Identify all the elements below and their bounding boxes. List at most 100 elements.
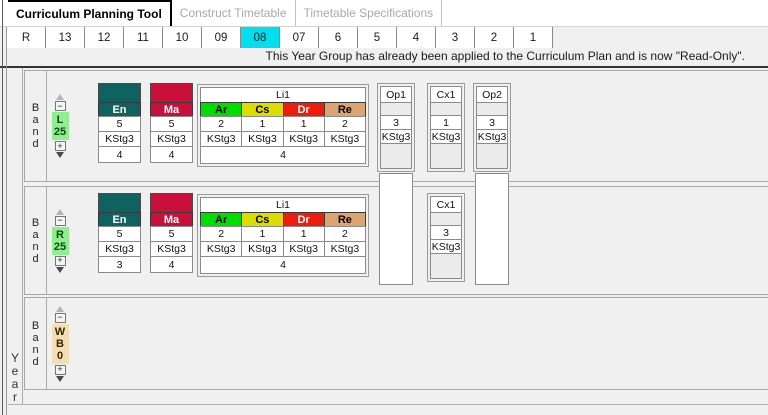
band-spinner-up[interactable]: − — [51, 94, 69, 111]
tab-curriculum-planning-tool[interactable]: Curriculum Planning Tool — [8, 0, 172, 26]
down-arrow-icon — [56, 266, 64, 273]
plus-icon: + — [54, 255, 66, 266]
block-op1[interactable]: Op1 3 KStg3 — [377, 83, 415, 172]
year-tab-row: R 13 12 11 10 09 08 07 6 5 4 3 2 1 — [0, 27, 768, 48]
band-axis-letter: B — [31, 319, 40, 332]
subject-label: Cs — [241, 102, 284, 117]
block-ma[interactable]: Ma 5 KStg3 4 — [150, 83, 193, 163]
subject-label: Ma — [150, 212, 193, 227]
year-tab-09[interactable]: 09 — [214, 31, 228, 44]
plus-icon: + — [54, 141, 66, 151]
tab-timetable-specifications[interactable]: Timetable Specifications — [296, 0, 443, 26]
keystage-cell: KStg3 — [282, 131, 325, 147]
spacer-cell — [476, 102, 508, 116]
subject-label: Re — [323, 102, 366, 117]
block-op2[interactable]: Op2 3 KStg3 — [473, 83, 511, 172]
option-overflow-cell — [475, 173, 509, 285]
bottom-value-cell: 4 — [150, 146, 193, 163]
bottom-value-cell: 3 — [98, 256, 141, 273]
block-ma[interactable]: Ma 5 KStg3 4 — [150, 193, 193, 273]
year-tab-10[interactable]: 10 — [175, 31, 189, 44]
readonly-notice: This Year Group has already been applied… — [265, 49, 745, 63]
periods-cell: 1 — [241, 226, 284, 242]
year-tab-separator — [474, 27, 475, 48]
band-axis-letter: B — [31, 216, 40, 229]
band-axis-letter: n — [32, 126, 39, 138]
year-tab-3[interactable]: 3 — [451, 31, 459, 44]
option-title: Op2 — [476, 86, 508, 103]
band-id-line: 25 — [53, 126, 67, 138]
year-axis-letter: e — [11, 364, 19, 378]
year-tab-separator — [357, 27, 358, 48]
group-subject-dr: Dr 1 KStg3 — [282, 212, 325, 257]
year-tab-separator — [162, 27, 163, 48]
block-li1[interactable]: Li1 Ar 2 KStg3 Cs 1 KStg3 Dr 1 KStg3 Re 2 KStg3 4 — [197, 84, 369, 167]
band-id-line: 25 — [53, 240, 67, 253]
band-axis-letter: B — [31, 102, 40, 114]
keystage-cell: KStg3 — [241, 131, 284, 147]
year-tab-separator — [513, 27, 514, 48]
band-spinner: − W B 0 + — [51, 305, 69, 382]
year-tab-separator — [123, 27, 124, 48]
up-arrow-icon — [56, 305, 64, 312]
year-tab-6[interactable]: 6 — [334, 31, 342, 44]
periods-cell: 5 — [98, 116, 141, 132]
keystage-cell: KStg3 — [430, 239, 462, 254]
band-spinner-up[interactable]: − — [51, 305, 69, 323]
group-subject-re: Re 2 KStg3 — [323, 102, 366, 147]
band-spinner-down[interactable]: + — [51, 255, 69, 273]
year-tab-12[interactable]: 12 — [97, 31, 111, 44]
periods-cell: 5 — [98, 226, 141, 242]
subject-label: En — [98, 212, 141, 227]
spacer-cell — [430, 102, 462, 116]
year-tab-r[interactable]: R — [21, 31, 31, 44]
subject-label: Cs — [241, 212, 284, 227]
year-tab-08[interactable]: 08 — [241, 27, 279, 48]
year-axis-letter: r — [13, 390, 17, 404]
year-tab-13[interactable]: 13 — [58, 31, 72, 44]
year-tab-11[interactable]: 11 — [137, 31, 149, 44]
group-subject-re: Re 2 KStg3 — [323, 212, 366, 257]
periods-cell: 3 — [430, 225, 462, 240]
year-column-divider — [22, 68, 23, 404]
block-cx1[interactable]: Cx1 3 KStg3 — [427, 193, 465, 282]
block-cx1[interactable]: Cx1 1 KStg3 — [427, 83, 465, 172]
band-spinner: − R 25 + — [51, 208, 69, 273]
down-arrow-icon — [56, 152, 64, 158]
year-tab-1[interactable]: 1 — [529, 31, 537, 44]
periods-cell: 1 — [430, 115, 462, 130]
group-subject-ar: Ar 2 KStg3 — [200, 212, 243, 257]
group-title: Li1 — [200, 87, 366, 103]
tab-construct-timetable[interactable]: Construct Timetable — [172, 0, 296, 26]
year-tab-4[interactable]: 4 — [412, 31, 420, 44]
year-tab-2[interactable]: 2 — [490, 31, 498, 44]
year-tab-separator — [279, 27, 280, 48]
band-axis-letter: d — [32, 138, 39, 150]
band-spinner-down[interactable]: + — [51, 364, 69, 382]
band-axis-letter: a — [32, 331, 39, 344]
band-spinner-up[interactable]: − — [51, 208, 69, 226]
keystage-cell: KStg3 — [98, 241, 141, 257]
group-subjects: Ar 2 KStg3 Cs 1 KStg3 Dr 1 KStg3 Re 2 KStg3 — [200, 212, 366, 257]
subject-label: Re — [323, 212, 366, 227]
bottom-value-cell: 4 — [98, 146, 141, 163]
plan-bottom-divider — [8, 404, 768, 405]
option-title: Cx1 — [430, 196, 462, 213]
year-tab-5[interactable]: 5 — [373, 31, 381, 44]
frame-line — [2, 0, 3, 415]
block-li1[interactable]: Li1 Ar 2 KStg3 Cs 1 KStg3 Dr 1 KStg3 Re 2 KStg3 4 — [197, 194, 369, 277]
block-en[interactable]: En 5 KStg3 3 — [98, 193, 141, 273]
band-id-line: 0 — [56, 349, 64, 362]
tail-cell — [380, 143, 412, 169]
block-en[interactable]: En 5 KStg3 4 — [98, 83, 141, 163]
band-spinner-down[interactable]: + — [51, 141, 69, 158]
band-id-box: L 25 — [51, 112, 69, 140]
year-tab-07[interactable]: 07 — [292, 31, 306, 44]
minus-icon: − — [54, 101, 66, 111]
